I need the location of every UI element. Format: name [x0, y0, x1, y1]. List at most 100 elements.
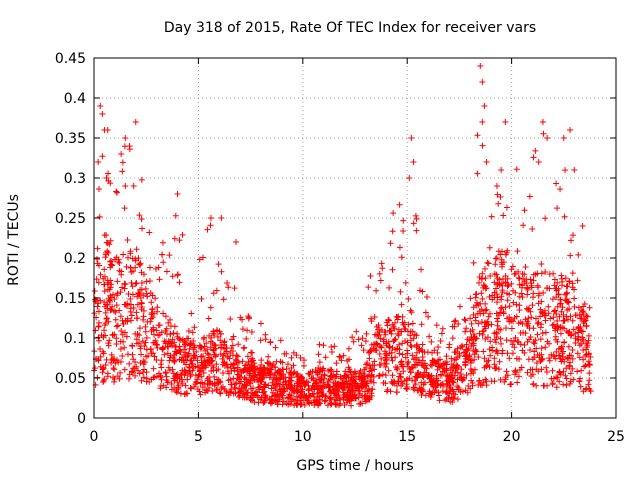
data-point [528, 282, 535, 289]
data-point [225, 377, 232, 384]
data-point [447, 366, 454, 373]
data-point [520, 222, 527, 229]
data-point [316, 400, 323, 407]
data-point [527, 347, 534, 354]
data-point [171, 323, 178, 330]
data-point [511, 314, 518, 321]
data-point [201, 343, 208, 350]
data-point [151, 373, 158, 380]
data-point [504, 283, 511, 290]
data-point [530, 271, 537, 278]
data-point [560, 381, 567, 388]
data-point [118, 151, 125, 157]
data-point [152, 337, 159, 344]
data-point [209, 362, 216, 369]
data-point [140, 361, 147, 368]
data-point [515, 274, 522, 281]
data-point [516, 355, 523, 362]
data-point [476, 308, 483, 315]
data-point [561, 325, 568, 332]
data-point [528, 373, 535, 380]
data-point [566, 278, 573, 285]
data-point [474, 132, 481, 139]
data-point [561, 338, 568, 345]
data-point [493, 271, 500, 278]
data-point [464, 353, 471, 360]
data-point [164, 379, 171, 386]
data-point [190, 352, 197, 359]
data-point [401, 319, 408, 326]
data-point [136, 212, 143, 219]
data-point [399, 351, 406, 358]
data-point [206, 373, 213, 380]
data-point [506, 355, 513, 362]
data-point [574, 277, 581, 284]
data-point [578, 367, 585, 374]
data-point [146, 378, 153, 385]
data-point [477, 381, 484, 388]
data-point [553, 348, 560, 355]
data-point [207, 344, 214, 351]
data-point [160, 259, 167, 266]
data-point [583, 322, 590, 329]
data-point [136, 332, 143, 339]
data-point [407, 332, 414, 339]
data-point [583, 340, 590, 347]
data-point [376, 372, 383, 379]
data-point [537, 336, 544, 343]
data-point [483, 378, 490, 385]
data-point [297, 383, 304, 390]
data-point [508, 380, 515, 387]
data-point [288, 383, 295, 390]
data-point [320, 342, 327, 349]
data-point [557, 330, 564, 337]
data-point [481, 103, 488, 109]
data-point [340, 352, 347, 359]
data-point [433, 378, 440, 385]
data-point [498, 263, 505, 270]
data-point [254, 371, 261, 378]
data-point [193, 348, 200, 355]
data-point [400, 227, 407, 234]
data-point [135, 255, 142, 262]
data-point [494, 330, 501, 337]
data-point [234, 353, 241, 360]
data-point [313, 380, 320, 387]
data-point [150, 350, 157, 357]
y-tick-label: 0.1 [64, 331, 86, 347]
data-point [392, 354, 399, 361]
data-point [452, 349, 459, 356]
data-point [136, 325, 143, 332]
data-point [436, 397, 443, 404]
data-point [555, 352, 562, 359]
data-point [255, 378, 262, 385]
data-point [500, 212, 507, 219]
data-point [491, 294, 498, 301]
data-point [559, 350, 566, 357]
data-point [358, 384, 365, 391]
data-point [99, 364, 106, 371]
data-point [448, 394, 455, 401]
data-point [213, 327, 220, 334]
data-point [113, 188, 120, 195]
data-point [475, 354, 482, 361]
data-point [137, 295, 144, 302]
data-point [345, 345, 352, 352]
data-point [166, 367, 173, 374]
data-point [305, 370, 312, 377]
data-point [130, 369, 137, 376]
data-point [385, 317, 392, 324]
data-point [279, 394, 286, 401]
data-point [508, 325, 515, 332]
x-tick-label: 20 [503, 429, 521, 445]
data-point [390, 323, 397, 330]
data-point [418, 266, 425, 273]
data-point [318, 385, 325, 392]
data-point [390, 210, 397, 217]
data-point [399, 363, 406, 370]
data-point [470, 304, 477, 311]
data-point [249, 390, 256, 397]
data-point [106, 241, 113, 248]
data-point [121, 344, 128, 351]
data-point [381, 360, 388, 367]
